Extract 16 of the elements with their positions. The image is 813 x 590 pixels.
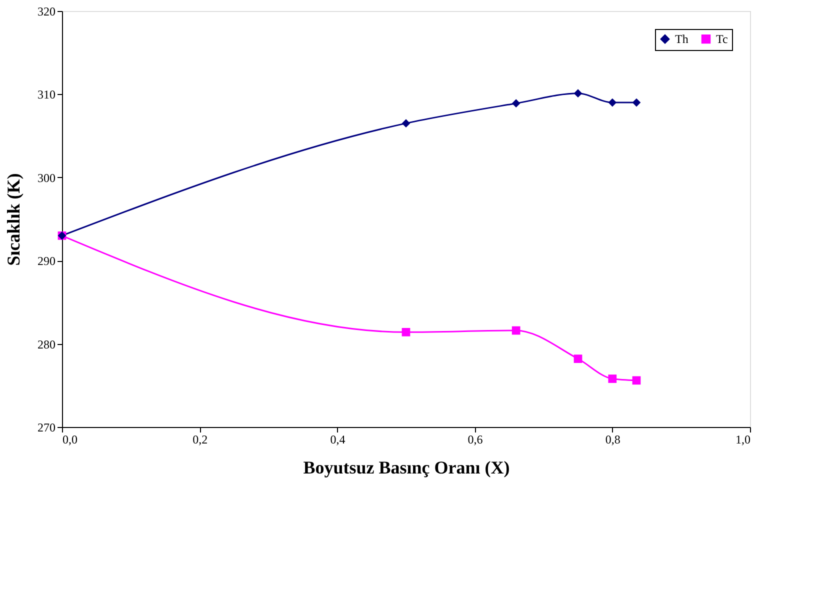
legend-label: Th (675, 32, 688, 46)
y-tick-label: 280 (38, 337, 56, 352)
y-tick-label: 270 (38, 420, 56, 434)
x-tick-label: 0,2 (192, 432, 208, 446)
y-tick-label: 320 (38, 4, 56, 18)
x-tick-label: 0,6 (468, 432, 483, 446)
x-tick-label: 0,8 (605, 432, 620, 446)
y-tick-label: 290 (38, 254, 56, 268)
x-tick-label: 0,4 (330, 432, 346, 446)
y-tick-label: 310 (38, 88, 56, 102)
x-tick-label: 0,0 (62, 432, 78, 446)
y-axis-title: Sıcaklık (K) (4, 173, 24, 266)
y-tick-label: 300 (38, 170, 56, 185)
x-axis-title: Boyutsuz Basınç Oranı (X) (303, 458, 510, 478)
legend-label: Tc (716, 32, 728, 46)
x-tick-label: 1,0 (736, 432, 750, 446)
